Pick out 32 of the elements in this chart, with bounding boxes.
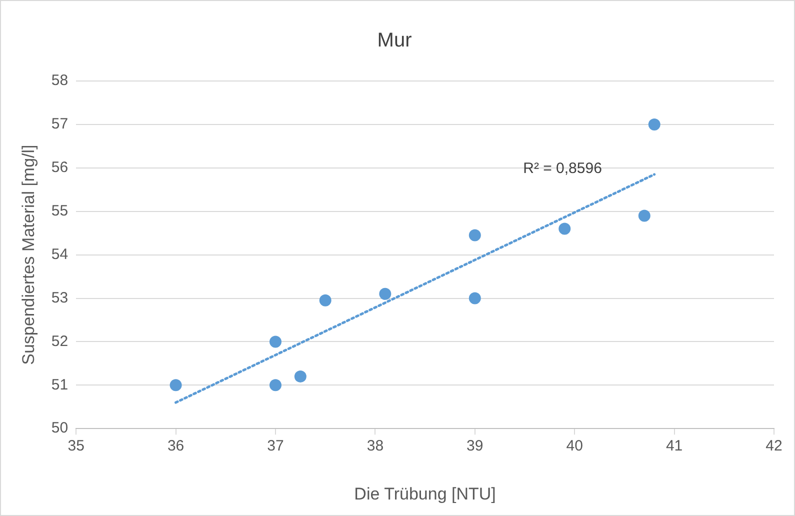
x-tick-label: 41: [666, 438, 683, 455]
y-tick-label: 55: [51, 202, 68, 220]
point: [379, 288, 392, 300]
point: [648, 118, 660, 130]
point: [170, 379, 182, 392]
x-tick-label: 39: [466, 438, 484, 455]
point: [294, 370, 306, 382]
y-tick-label: 52: [51, 332, 68, 350]
x-tick-label: 40: [566, 438, 583, 455]
point: [468, 229, 481, 242]
x-tick-label: 36: [167, 438, 184, 455]
chart-title: Mur: [377, 30, 412, 52]
x-tick-label: 37: [267, 438, 284, 455]
y-tick-label: 53: [51, 289, 68, 306]
y-tick-label: 58: [51, 72, 68, 90]
x-tick-label: 35: [68, 438, 84, 455]
point: [269, 336, 282, 348]
annotation: R² = 0,8596: [523, 160, 602, 178]
point: [269, 379, 282, 392]
y-tick-label: 57: [51, 116, 68, 133]
x-tick-label: 38: [366, 438, 384, 455]
y-tick-label: 56: [51, 159, 68, 176]
x-tick-label: 42: [766, 438, 782, 455]
y-axis-title: Suspendiertes Material [mg/l]: [18, 144, 38, 365]
y-tick-label: 54: [51, 246, 68, 263]
point: [468, 292, 481, 304]
y-tick-label: 50: [51, 420, 68, 437]
point: [558, 222, 571, 235]
point: [638, 210, 650, 222]
x-axis-title: Die Trübung [NTU]: [354, 484, 496, 504]
y-tick-label: 51: [51, 376, 68, 394]
point: [319, 294, 332, 306]
